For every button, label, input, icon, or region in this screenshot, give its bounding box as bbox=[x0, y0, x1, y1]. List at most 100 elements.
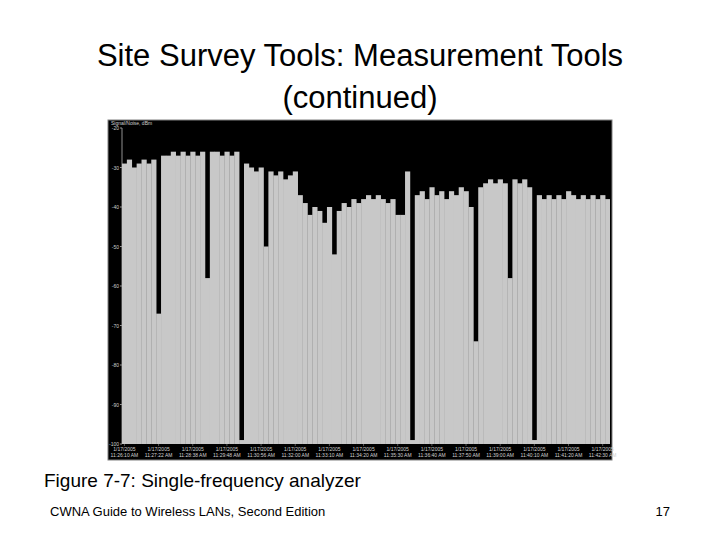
y-tick bbox=[120, 444, 122, 445]
bar bbox=[429, 187, 434, 444]
bar bbox=[488, 179, 493, 444]
bar bbox=[224, 152, 229, 444]
y-tick-label: -50 bbox=[112, 244, 119, 250]
bar bbox=[581, 195, 586, 444]
bar bbox=[166, 156, 171, 444]
x-tick-label: 1/17/200511:28:38 AM bbox=[179, 446, 207, 458]
bar bbox=[146, 164, 151, 444]
y-tick-label: -80 bbox=[112, 362, 119, 368]
bar bbox=[161, 156, 166, 444]
bar bbox=[176, 156, 181, 444]
bar bbox=[473, 341, 478, 444]
bar bbox=[293, 171, 298, 444]
bar bbox=[356, 203, 361, 444]
y-tick bbox=[120, 246, 122, 247]
bar bbox=[254, 171, 259, 444]
chart-background bbox=[108, 120, 612, 460]
bar bbox=[527, 187, 532, 444]
bar bbox=[361, 199, 366, 444]
bars bbox=[122, 152, 610, 444]
bar bbox=[229, 156, 234, 444]
bar bbox=[303, 203, 308, 444]
bar bbox=[390, 199, 395, 444]
x-tick-label: 1/17/200511:30:56 AM bbox=[247, 446, 275, 458]
bar bbox=[127, 160, 132, 444]
bar bbox=[205, 278, 210, 444]
x-tick-label: 1/17/200511:42:30 AM bbox=[589, 446, 617, 458]
bar bbox=[298, 195, 303, 444]
bar bbox=[366, 195, 371, 444]
x-tick-label: 1/17/200511:32:00 AM bbox=[281, 446, 309, 458]
bar bbox=[503, 183, 508, 444]
bar bbox=[278, 171, 283, 444]
x-tick-label: 1/17/200511:29:48 AM bbox=[213, 446, 241, 458]
x-tick-label: 1/17/200511:34:20 AM bbox=[350, 446, 378, 458]
bar bbox=[346, 207, 351, 444]
page-number: 17 bbox=[656, 504, 670, 519]
bar bbox=[142, 160, 147, 444]
y-tick bbox=[120, 128, 122, 129]
y-tick-label: -60 bbox=[112, 283, 119, 289]
bar bbox=[327, 207, 332, 444]
x-tick-label-line: 11:33:10 AM bbox=[316, 452, 344, 458]
bar bbox=[185, 156, 190, 444]
bar bbox=[268, 171, 273, 444]
x-tick-label-line: 11:40:10 AM bbox=[521, 452, 549, 458]
bar bbox=[566, 191, 571, 444]
bar bbox=[425, 199, 430, 444]
bar bbox=[342, 203, 347, 444]
y-tick-label: -70 bbox=[112, 323, 119, 329]
bar bbox=[439, 191, 444, 444]
bar bbox=[322, 223, 327, 444]
bar bbox=[464, 191, 469, 444]
bar bbox=[371, 199, 376, 444]
slide-background bbox=[0, 0, 720, 540]
bar bbox=[181, 152, 186, 444]
bar bbox=[405, 171, 410, 444]
x-tick-label-line: 11:41:20 AM bbox=[555, 452, 583, 458]
bar bbox=[434, 195, 439, 444]
bar bbox=[283, 179, 288, 444]
bar bbox=[415, 195, 420, 444]
slide-title: Site Survey Tools: Measurement Tools bbox=[97, 38, 623, 73]
bar bbox=[493, 183, 498, 444]
x-tick-label-line: 11:35:30 AM bbox=[384, 452, 412, 458]
bar bbox=[410, 440, 415, 444]
y-tick bbox=[120, 207, 122, 208]
y-tick bbox=[120, 286, 122, 287]
bar bbox=[571, 195, 576, 444]
x-tick-label: 1/17/200511:40:10 AM bbox=[521, 446, 549, 458]
x-tick-label-line: 11:28:38 AM bbox=[179, 452, 207, 458]
bar bbox=[576, 199, 581, 444]
x-tick-label: 1/17/200511:27:22 AM bbox=[145, 446, 173, 458]
x-tick-label: 1/17/200511:41:20 AM bbox=[555, 446, 583, 458]
slide-title: (continued) bbox=[282, 80, 437, 115]
bar bbox=[210, 152, 215, 444]
bar bbox=[561, 199, 566, 444]
bar bbox=[288, 175, 293, 444]
bar bbox=[381, 199, 386, 444]
slide: Site Survey Tools: Measurement Tools (con… bbox=[0, 0, 720, 540]
bar bbox=[156, 314, 161, 444]
bar bbox=[249, 168, 254, 445]
bar bbox=[151, 160, 156, 444]
bar bbox=[317, 211, 322, 444]
bar bbox=[600, 195, 605, 444]
bar bbox=[400, 215, 405, 444]
y-tick bbox=[120, 404, 122, 405]
bar bbox=[532, 440, 537, 444]
figure-caption: Figure 7-7: Single-frequency analyzer bbox=[44, 470, 362, 491]
bar bbox=[556, 195, 561, 444]
bar bbox=[537, 195, 542, 444]
x-tick-label-line: 11:26:10 AM bbox=[111, 452, 139, 458]
bar bbox=[517, 183, 522, 444]
bar bbox=[244, 164, 249, 444]
bar bbox=[273, 175, 278, 444]
bar bbox=[122, 164, 127, 444]
bar bbox=[459, 187, 464, 444]
y-tick bbox=[120, 365, 122, 366]
bar bbox=[605, 199, 610, 444]
bar bbox=[220, 156, 225, 444]
bar bbox=[420, 191, 425, 444]
y-axis-label: Signal/Noise, dBm bbox=[111, 120, 152, 126]
